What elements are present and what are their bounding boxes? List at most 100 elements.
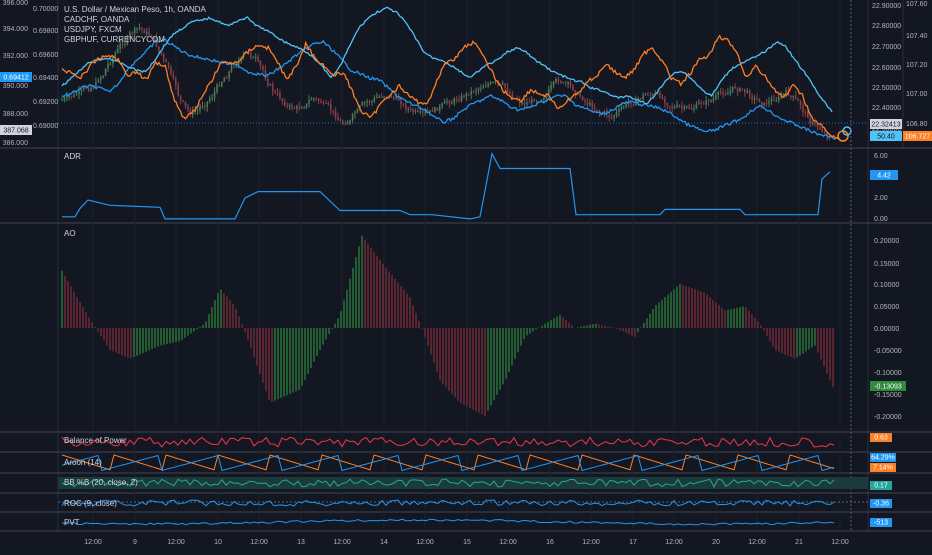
candle-body [99, 77, 102, 81]
candle-body [211, 97, 213, 99]
candle-body [378, 96, 381, 98]
candle-body [535, 101, 538, 103]
candle-body [603, 111, 606, 114]
candle-body [191, 110, 194, 115]
bbpb-title: BB %B (20, close, 2) [64, 478, 138, 487]
candle-body [465, 93, 468, 97]
candle-body [509, 92, 511, 94]
candle-body [511, 93, 514, 99]
candle-body [811, 122, 814, 124]
candle-body [443, 101, 446, 104]
candle-body [584, 100, 586, 103]
candle-body [530, 99, 533, 103]
candle-body [385, 96, 388, 98]
candle-body [642, 95, 644, 99]
candle-body [589, 102, 591, 105]
aroon-down-badge [870, 463, 896, 472]
candle-body [286, 105, 288, 107]
candle-body [625, 103, 627, 107]
candle-body [775, 100, 778, 102]
left-outer-tick: 396.000 [3, 0, 28, 7]
candle-body [760, 102, 763, 106]
ao-tick: 0.20000 [874, 238, 899, 245]
candle-body [208, 98, 211, 102]
candle-body [765, 102, 768, 104]
candle-body [254, 56, 257, 58]
candle-body [131, 32, 134, 34]
candle-body [424, 111, 427, 113]
candle-body [400, 100, 402, 105]
candle-body [257, 56, 259, 62]
candle-body [722, 92, 724, 95]
candle-body [753, 98, 756, 100]
candle-body [816, 123, 819, 127]
candle-body [540, 99, 543, 102]
ao-tick: 0.05000 [874, 304, 899, 311]
candle-body [298, 106, 301, 109]
candle-body [681, 106, 683, 109]
candle-body [707, 100, 710, 102]
time-axis-label: 12:00 [748, 539, 766, 546]
candle-body [199, 106, 201, 111]
ao-title: AO [64, 229, 76, 238]
candle-body [313, 98, 315, 100]
aroon-up-badge [870, 453, 896, 462]
candle-body [777, 96, 780, 101]
candle-body [300, 107, 303, 109]
ao-tick: -0.15000 [874, 392, 902, 399]
candle-body [104, 68, 107, 76]
candle-body [419, 111, 422, 113]
candle-body [317, 98, 320, 102]
candle-body [320, 101, 322, 103]
badge-left-gray [0, 125, 32, 135]
left-outer-tick: 392.000 [3, 53, 28, 60]
badge-left-blue-text: 0.69412 [3, 75, 28, 82]
candle-body [467, 93, 470, 95]
right-inner-tick: 22.30000 [872, 126, 901, 133]
candle-body [768, 101, 770, 104]
candle-body [271, 84, 274, 91]
candle-body [201, 105, 204, 107]
candle-body [487, 83, 489, 87]
candle-body [758, 98, 761, 103]
candle-body [806, 112, 809, 118]
candle-body [564, 82, 567, 84]
candle-body [216, 85, 218, 92]
candle-body [690, 108, 693, 110]
candle-body [213, 91, 216, 98]
right-outer-tick: 106.80 [906, 121, 928, 128]
legend-line-2: CADCHF, OANDA [64, 15, 130, 24]
candle-body [557, 78, 560, 82]
candle-body [267, 78, 269, 86]
candle-body [576, 93, 579, 95]
candle-body [73, 94, 75, 97]
time-axis-label: 10 [214, 539, 222, 546]
right-outer-tick: 107.20 [906, 62, 928, 69]
candle-body [371, 101, 373, 103]
candle-body [695, 104, 698, 109]
candle-body [136, 27, 138, 29]
candle-body [109, 63, 112, 65]
candle-body [533, 99, 535, 102]
candle-body [339, 120, 342, 122]
aroon-down-badge-text: 7.14% [873, 465, 893, 472]
candle-body [463, 96, 465, 98]
candle-body [560, 81, 562, 83]
candle-body [414, 110, 417, 113]
candle-body [521, 102, 523, 104]
candle-body [162, 53, 165, 60]
candle-body [727, 93, 729, 95]
candle-body [729, 90, 732, 94]
candle-body [421, 111, 424, 113]
candle-body [119, 43, 121, 49]
time-axis-label: 12:00 [499, 539, 517, 546]
series-cadchf-line [61, 34, 841, 141]
candle-body [204, 105, 206, 107]
candle-body [128, 32, 131, 37]
candle-body [172, 74, 175, 79]
candle-body [337, 117, 339, 121]
candle-body [380, 96, 383, 98]
candle-body [763, 102, 766, 106]
time-axis-label: 17 [629, 539, 637, 546]
